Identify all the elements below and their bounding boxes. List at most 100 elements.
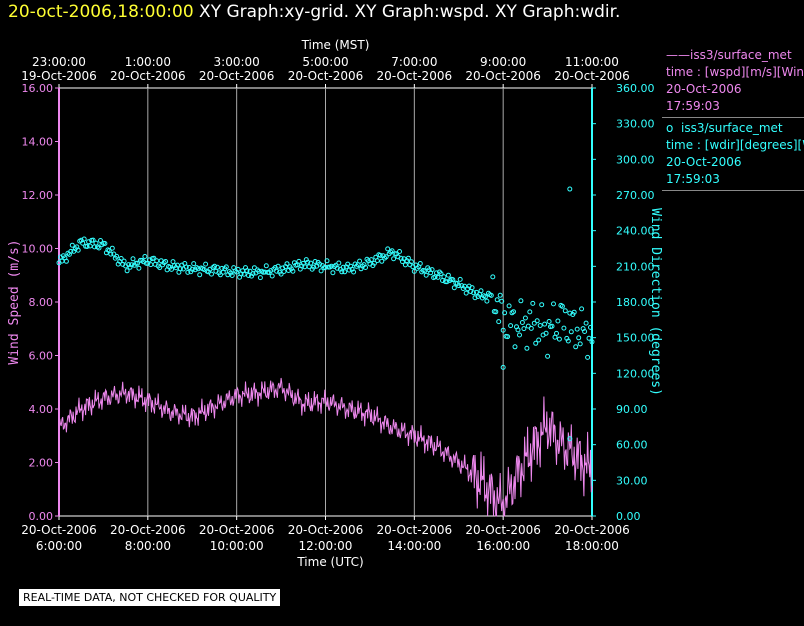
x-axis-title: Time (UTC) <box>296 555 363 569</box>
series-wdir-point <box>543 330 549 336</box>
series-wdir-point <box>391 256 397 262</box>
series-wdir-point <box>185 269 191 275</box>
bottom-tick-date: 20-Oct-2006 <box>465 523 541 537</box>
series-wdir-point <box>573 344 579 350</box>
series-wdir-point <box>488 292 494 298</box>
series-wdir-point <box>521 326 527 332</box>
series-wdir-point <box>408 259 414 265</box>
series-wdir-point <box>163 259 169 264</box>
series-wdir-point <box>189 266 195 272</box>
series-wdir-point <box>246 273 251 278</box>
series-wdir-point <box>554 330 559 336</box>
series-wdir-point <box>417 261 423 266</box>
series-wdir-point <box>109 245 115 251</box>
legend-time: 17:59:03 <box>666 172 720 186</box>
legend-line-marker: —— <box>666 48 690 62</box>
bottom-tick-time: 10:00:00 <box>210 539 264 553</box>
legend-series-name: iss3/surface_met <box>690 48 792 62</box>
top-tick-time: 9:00:00 <box>480 55 526 69</box>
top-tick-time: 11:00:00 <box>565 55 619 69</box>
top-tick-time: 3:00:00 <box>214 55 260 69</box>
series-wdir-point <box>533 340 539 346</box>
series-wdir-point <box>567 436 573 442</box>
series-wdir-point <box>506 303 512 309</box>
series-wdir-point <box>585 354 591 360</box>
series-wdir-point <box>278 271 284 277</box>
left-tick-label: 14.00 <box>22 136 54 149</box>
series-wdir-point <box>121 258 127 264</box>
series-wdir-point <box>63 258 69 264</box>
series-wdir-point <box>429 267 435 273</box>
series-wdir-point <box>235 266 241 272</box>
series-wdir-point <box>379 258 385 264</box>
series-wdir-point <box>154 258 160 264</box>
series-wdir-point <box>499 298 505 304</box>
series-wdir-point <box>505 334 511 340</box>
header-title: 20-oct-2006,18:00:00 XY Graph:xy-grid. X… <box>8 0 620 24</box>
series-wdir-point <box>135 260 140 266</box>
series-wdir-point <box>556 336 562 342</box>
series-wdir-point <box>114 253 120 259</box>
series-wdir-point <box>471 290 477 296</box>
top-tick-time: 1:00:00 <box>125 55 171 69</box>
series-wdir-point <box>324 258 330 264</box>
series-wdir-point <box>456 283 462 289</box>
top-tick-date: 20-Oct-2006 <box>288 69 364 83</box>
series-wdir-point <box>511 309 516 315</box>
series-wdir-point <box>284 261 290 267</box>
series-wdir-point <box>311 264 317 270</box>
series-wdir-point <box>422 268 428 274</box>
series-wdir-point <box>568 329 574 335</box>
series-wdir-point <box>444 279 450 285</box>
bottom-tick-date: 20-Oct-2006 <box>199 523 275 537</box>
series-wdir-point <box>80 240 86 246</box>
top-tick-time: 7:00:00 <box>391 55 437 69</box>
series-wdir-point <box>334 265 340 271</box>
series-wdir-point <box>250 271 256 277</box>
series-wspd-line <box>58 377 593 517</box>
series-wdir-point <box>357 258 363 264</box>
series-wdir-point <box>478 288 484 294</box>
series-wdir-point <box>118 256 124 261</box>
right-tick-label: 0.00 <box>616 510 641 523</box>
bottom-tick-date: 20-Oct-2006 <box>554 523 630 537</box>
series-wdir-point <box>579 306 585 312</box>
left-tick-label: 4.00 <box>29 403 54 416</box>
series-wdir-point <box>217 272 223 278</box>
series-wdir-point <box>130 256 136 262</box>
series-wdir-point <box>512 344 518 350</box>
legend-date: 20-Oct-2006 <box>666 155 742 169</box>
series-wdir-point <box>582 329 588 334</box>
series-wdir-point <box>494 297 500 303</box>
series-wdir-point <box>531 320 537 326</box>
series-wdir-point <box>490 274 496 280</box>
series-wdir-point <box>244 268 250 274</box>
series-wdir-point <box>330 270 336 276</box>
series-wdir-point <box>241 271 247 277</box>
right-tick-label: 360.00 <box>616 82 655 95</box>
series-wdir-point <box>549 323 555 329</box>
series-wdir-point <box>524 345 530 351</box>
bottom-tick-time: 6:00:00 <box>36 539 82 553</box>
series-wdir-point <box>290 268 296 274</box>
bottom-tick-time: 12:00:00 <box>299 539 353 553</box>
top-tick-date: 20-Oct-2006 <box>554 69 630 83</box>
left-tick-label: 2.00 <box>29 457 54 470</box>
series-wdir-point <box>545 353 551 359</box>
series-wdir-point <box>75 247 81 253</box>
series-wdir-point <box>472 295 478 301</box>
series-wdir-point <box>576 335 582 341</box>
series-wdir-point <box>555 318 561 324</box>
right-tick-label: 120.00 <box>616 367 655 380</box>
series-wdir-point <box>502 310 508 316</box>
right-tick-label: 270.00 <box>616 189 655 202</box>
legend: ——iss3/surface_met time : [wspd][m/s][Wi… <box>662 47 804 193</box>
series-wdir-point <box>534 318 540 324</box>
series-wdir-point <box>377 252 383 258</box>
quality-note: REAL-TIME DATA, NOT CHECKED FOR QUALITY <box>19 589 281 606</box>
bottom-tick-date: 20-Oct-2006 <box>110 523 186 537</box>
series-wdir-point <box>583 320 589 326</box>
bottom-tick-time: 18:00:00 <box>565 539 619 553</box>
series-wdir-point <box>87 243 93 249</box>
